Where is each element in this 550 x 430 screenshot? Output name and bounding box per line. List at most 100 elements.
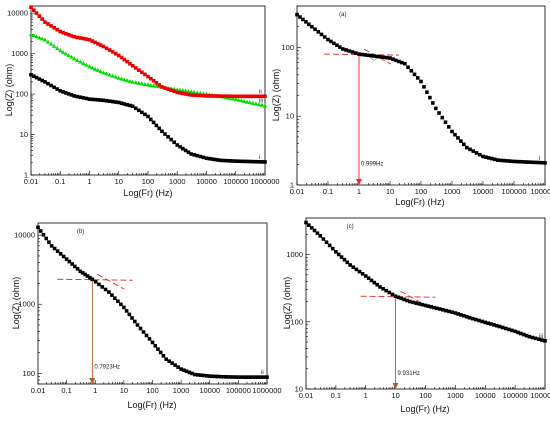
data-point [173,363,177,367]
data-point [213,94,217,98]
data-point [172,140,176,145]
data-point [324,240,329,245]
data-point [101,70,106,75]
data-point [31,8,36,12]
data-point [260,160,264,164]
x-tick-label: 1 [357,187,361,196]
data-point [113,296,117,300]
data-point [414,301,418,305]
data-point [55,249,60,253]
data-point [444,308,448,313]
data-point [210,374,215,379]
tangent-line [57,278,133,281]
data-point [321,237,326,241]
data-point [133,319,137,324]
data-point [163,132,167,136]
data-point [453,311,458,315]
data-point [100,285,105,289]
data-point [29,72,33,77]
data-point [81,61,86,66]
data-point [66,92,71,96]
data-point [43,20,47,24]
data-point [154,123,159,128]
y-tick-label: 10000 [7,9,28,18]
data-point [470,316,475,321]
data-point [233,94,238,99]
data-point [236,159,241,164]
data-point [335,43,339,48]
tangent-line [97,273,125,290]
data-point [84,37,89,41]
x-tick-label: 10000 [475,391,496,400]
data-point [459,139,463,143]
chart-panel-1: 0.01 0.1 1 10 100 1000 10000 100000 1000000 1 10 10… [271,5,550,207]
data-point [354,267,359,272]
data-point [456,312,461,316]
data-point [330,246,335,251]
x-tick-label: 0.01 [299,391,314,400]
data-point [484,155,488,159]
data-point [127,78,133,83]
data-point [393,294,398,299]
data-point [107,99,112,103]
data-point [84,62,89,67]
chart-panel-0: 0.01 0.1 1 10 100 1000 10000 100000 1000000 1 10 10… [4,5,280,198]
data-point [119,76,124,81]
data-point [230,96,235,101]
data-point [218,374,223,379]
x-tick-label: 10 [115,177,123,186]
data-point [396,295,401,300]
data-point [176,365,180,369]
data-point [143,72,147,77]
data-point [490,156,494,161]
data-point [141,330,146,334]
data-point [175,87,180,92]
data-point [75,35,80,40]
data-point [207,156,212,161]
data-point [124,309,129,313]
data-point [425,90,429,95]
data-point [104,98,109,103]
data-point [204,94,209,98]
data-point [104,71,109,76]
data-point [304,220,308,225]
data-point [110,50,115,54]
data-point [369,53,373,58]
data-point [37,77,42,81]
data-point [83,272,87,277]
data-point [69,93,74,97]
data-point [230,94,235,99]
x-tick-label: 10 [386,187,394,196]
data-point [336,252,341,257]
data-point [78,269,83,274]
data-point [338,45,342,49]
data-point [508,159,513,163]
data-point [161,354,166,358]
data-point [75,267,80,271]
data-point [166,135,170,139]
data-point [110,293,114,297]
data-point [125,59,129,64]
x-tick-label: 100000 [501,187,526,196]
data-point [81,96,86,100]
x-tick-label: 10 [391,391,399,400]
data-point [192,93,197,97]
data-point [201,155,206,160]
data-point [93,97,97,102]
x-tick-label: 1000000 [530,391,550,400]
plot-frame [37,222,268,385]
data-point [182,368,186,372]
x-tick-label: 1000 [169,177,186,186]
data-point [345,260,350,265]
data-point [49,24,53,28]
x-tick-label: 1 [364,391,368,400]
data-point [85,274,90,278]
data-point [210,157,214,161]
data-point [46,81,50,86]
data-point [90,39,95,43]
data-point [378,55,383,59]
data-point [138,326,143,331]
data-point [474,151,479,155]
data-point [178,145,182,149]
data-point [507,327,511,332]
